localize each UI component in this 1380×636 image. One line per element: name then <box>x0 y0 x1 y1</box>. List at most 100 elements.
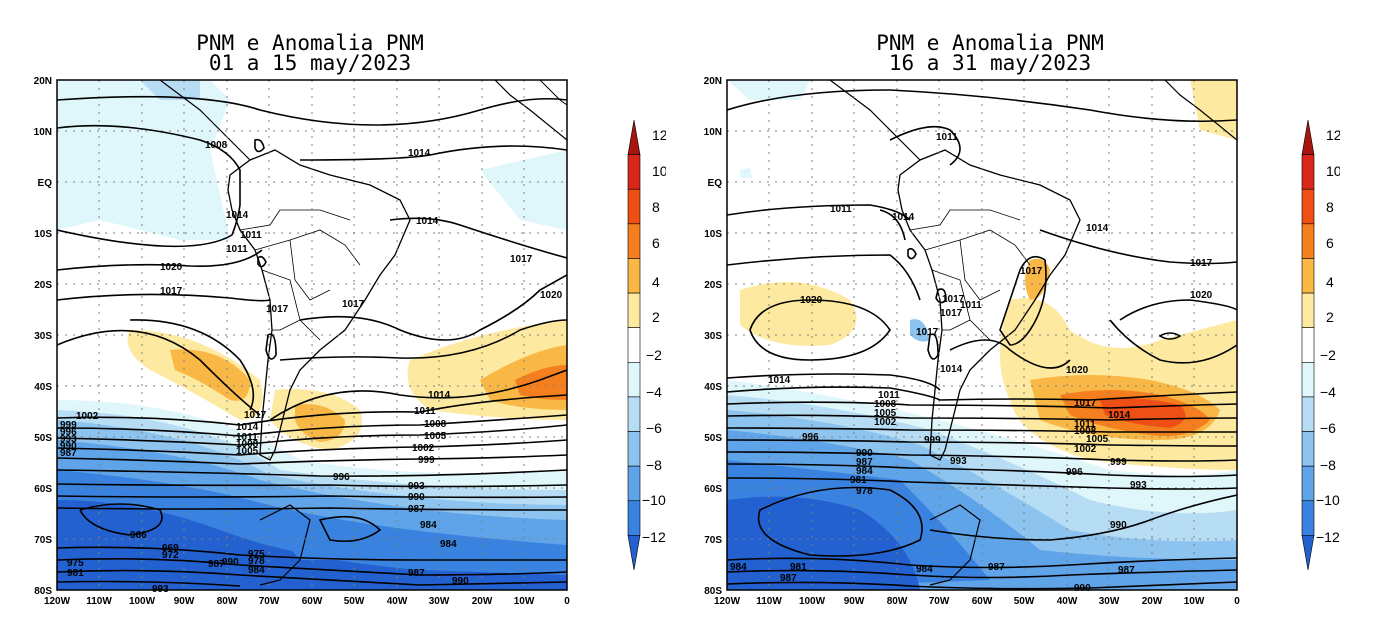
contour-label: 993 <box>950 456 967 467</box>
colorbar-segment <box>1301 154 1315 190</box>
lat-label: 20S <box>704 280 722 291</box>
contour-label: 990 <box>60 441 77 452</box>
contour-label: 996 <box>802 432 819 443</box>
contour-label: 1014 <box>892 212 915 223</box>
lon-label: 20W <box>472 596 493 607</box>
colorbar-label: 2 <box>1326 309 1334 325</box>
lat-label: 80S <box>704 586 722 597</box>
contour-label: 993 <box>60 434 77 445</box>
contour-label: 993 <box>1130 480 1147 491</box>
contour-label: 999 <box>60 420 77 431</box>
map-title-line1: PNM e Anomalia PNM <box>196 31 424 55</box>
colorbar-label: −6 <box>1320 420 1336 436</box>
contour-label: 1002 <box>874 417 897 428</box>
colorbar-segment <box>627 535 641 571</box>
colorbar-segment <box>627 362 641 398</box>
map-title-line1: PNM e Anomalia PNM <box>876 31 1104 55</box>
lat-label: 70S <box>34 535 52 546</box>
contour-label: 1014 <box>408 148 431 159</box>
contour-label: 990 <box>222 557 239 568</box>
contour-label: 1014 <box>768 375 791 386</box>
contour-label: 1011 <box>240 230 262 241</box>
contour-label: 1011 <box>414 406 436 417</box>
lat-label: 80S <box>34 586 52 597</box>
lon-label: 90W <box>174 596 195 607</box>
lon-label: 0 <box>564 596 570 607</box>
contour-label: 987 <box>60 448 77 459</box>
contour-label: 984 <box>856 466 873 477</box>
contour-label: 1017 <box>940 308 963 319</box>
contour-label: 1005 <box>236 446 259 457</box>
colorbar-right: 12 10 8 6 4 2 −2 −4 −6 −8 −10 −12 <box>1301 119 1340 571</box>
contour-label: 993 <box>408 481 425 492</box>
lat-label: EQ <box>708 178 723 189</box>
contour-label: 1020 <box>800 295 823 306</box>
lat-label: 10N <box>704 127 722 138</box>
map-panel-left: PNM e Anomalia PNM 01 a 15 may/2023 <box>34 31 666 607</box>
lon-label: 80W <box>217 596 238 607</box>
contour-label: 1017 <box>916 327 939 338</box>
colorbar-label: 12 <box>1326 127 1340 143</box>
colorbar-segment <box>1301 119 1315 155</box>
lat-label: 20N <box>34 76 52 87</box>
lat-label: 40S <box>34 382 52 393</box>
colorbar-label: 2 <box>652 309 660 325</box>
contour-label: 1020 <box>540 290 563 301</box>
lat-label: 10S <box>34 229 52 240</box>
colorbar-label: 8 <box>652 199 660 215</box>
lon-label: 0 <box>1234 596 1240 607</box>
lon-label: 100W <box>129 596 156 607</box>
lon-label: 110W <box>86 596 112 607</box>
contour-label: 1014 <box>416 216 439 227</box>
colorbar-label: 10 <box>652 163 666 179</box>
colorbar-label: 4 <box>1326 274 1334 290</box>
colorbar-segment <box>1301 535 1315 571</box>
colorbar-segment <box>1301 327 1315 363</box>
colorbar-label: −2 <box>1320 347 1336 363</box>
contour-label: 1011 <box>960 300 982 311</box>
contour-label: 984 <box>916 564 933 575</box>
isobar-lines <box>57 95 567 587</box>
contour-label: 1005 <box>424 431 447 442</box>
lon-label: 40W <box>1057 596 1078 607</box>
colorbar-label: 6 <box>652 235 660 251</box>
contour-label: 1008 <box>874 399 897 410</box>
contour-label: 987 <box>1118 565 1135 576</box>
contour-labels: 1008 1014 1014 1011 1011 1014 1017 1020 … <box>60 140 563 595</box>
contour-label: 1017 <box>266 304 289 315</box>
colorbar-label: −8 <box>646 457 662 473</box>
lon-label: 40W <box>387 596 408 607</box>
lon-label: 60W <box>302 596 323 607</box>
colorbar-label: 6 <box>1326 235 1334 251</box>
contour-label: 1008 <box>236 439 259 450</box>
lat-label: 50S <box>704 433 722 444</box>
lon-label: 10W <box>514 596 535 607</box>
lon-label: 110W <box>756 596 782 607</box>
colorbar-segment <box>627 258 641 294</box>
lat-label: 40S <box>704 382 722 393</box>
contour-label: 984 <box>420 520 437 531</box>
colorbar-label: −6 <box>646 420 662 436</box>
lon-label: 30W <box>1099 596 1120 607</box>
colorbar-segment <box>627 431 641 467</box>
contour-label: 990 <box>1110 520 1127 531</box>
lon-label: 20W <box>1142 596 1163 607</box>
lon-axis-labels: 120W 110W 100W 90W 80W 70W 60W 50W 40W 3… <box>714 596 1240 607</box>
map-title-line2: 01 a 15 may/2023 <box>208 51 412 75</box>
contour-label: 966 <box>130 530 147 541</box>
contour-label: 1017 <box>510 254 533 265</box>
contour-label: 1002 <box>76 411 99 422</box>
lon-label: 50W <box>344 596 365 607</box>
colorbar-segment <box>627 327 641 363</box>
lon-axis-labels: 120W 110W 100W 90W 80W 70W 60W 50W 40W 3… <box>44 596 570 607</box>
map-panel-right: PNM e Anomalia PNM 16 a 31 may/2023 <box>690 0 1380 636</box>
contour-label: 1020 <box>1066 365 1089 376</box>
contour-label: 1017 <box>1190 258 1213 269</box>
contour-label: 987 <box>408 568 425 579</box>
contour-label: 996 <box>1066 467 1083 478</box>
contour-label: 990 <box>856 448 873 459</box>
contour-label: 999 <box>418 455 435 466</box>
colorbar-segment <box>1301 431 1315 467</box>
colorbar-segment <box>1301 258 1315 294</box>
lat-label: 50S <box>34 433 52 444</box>
